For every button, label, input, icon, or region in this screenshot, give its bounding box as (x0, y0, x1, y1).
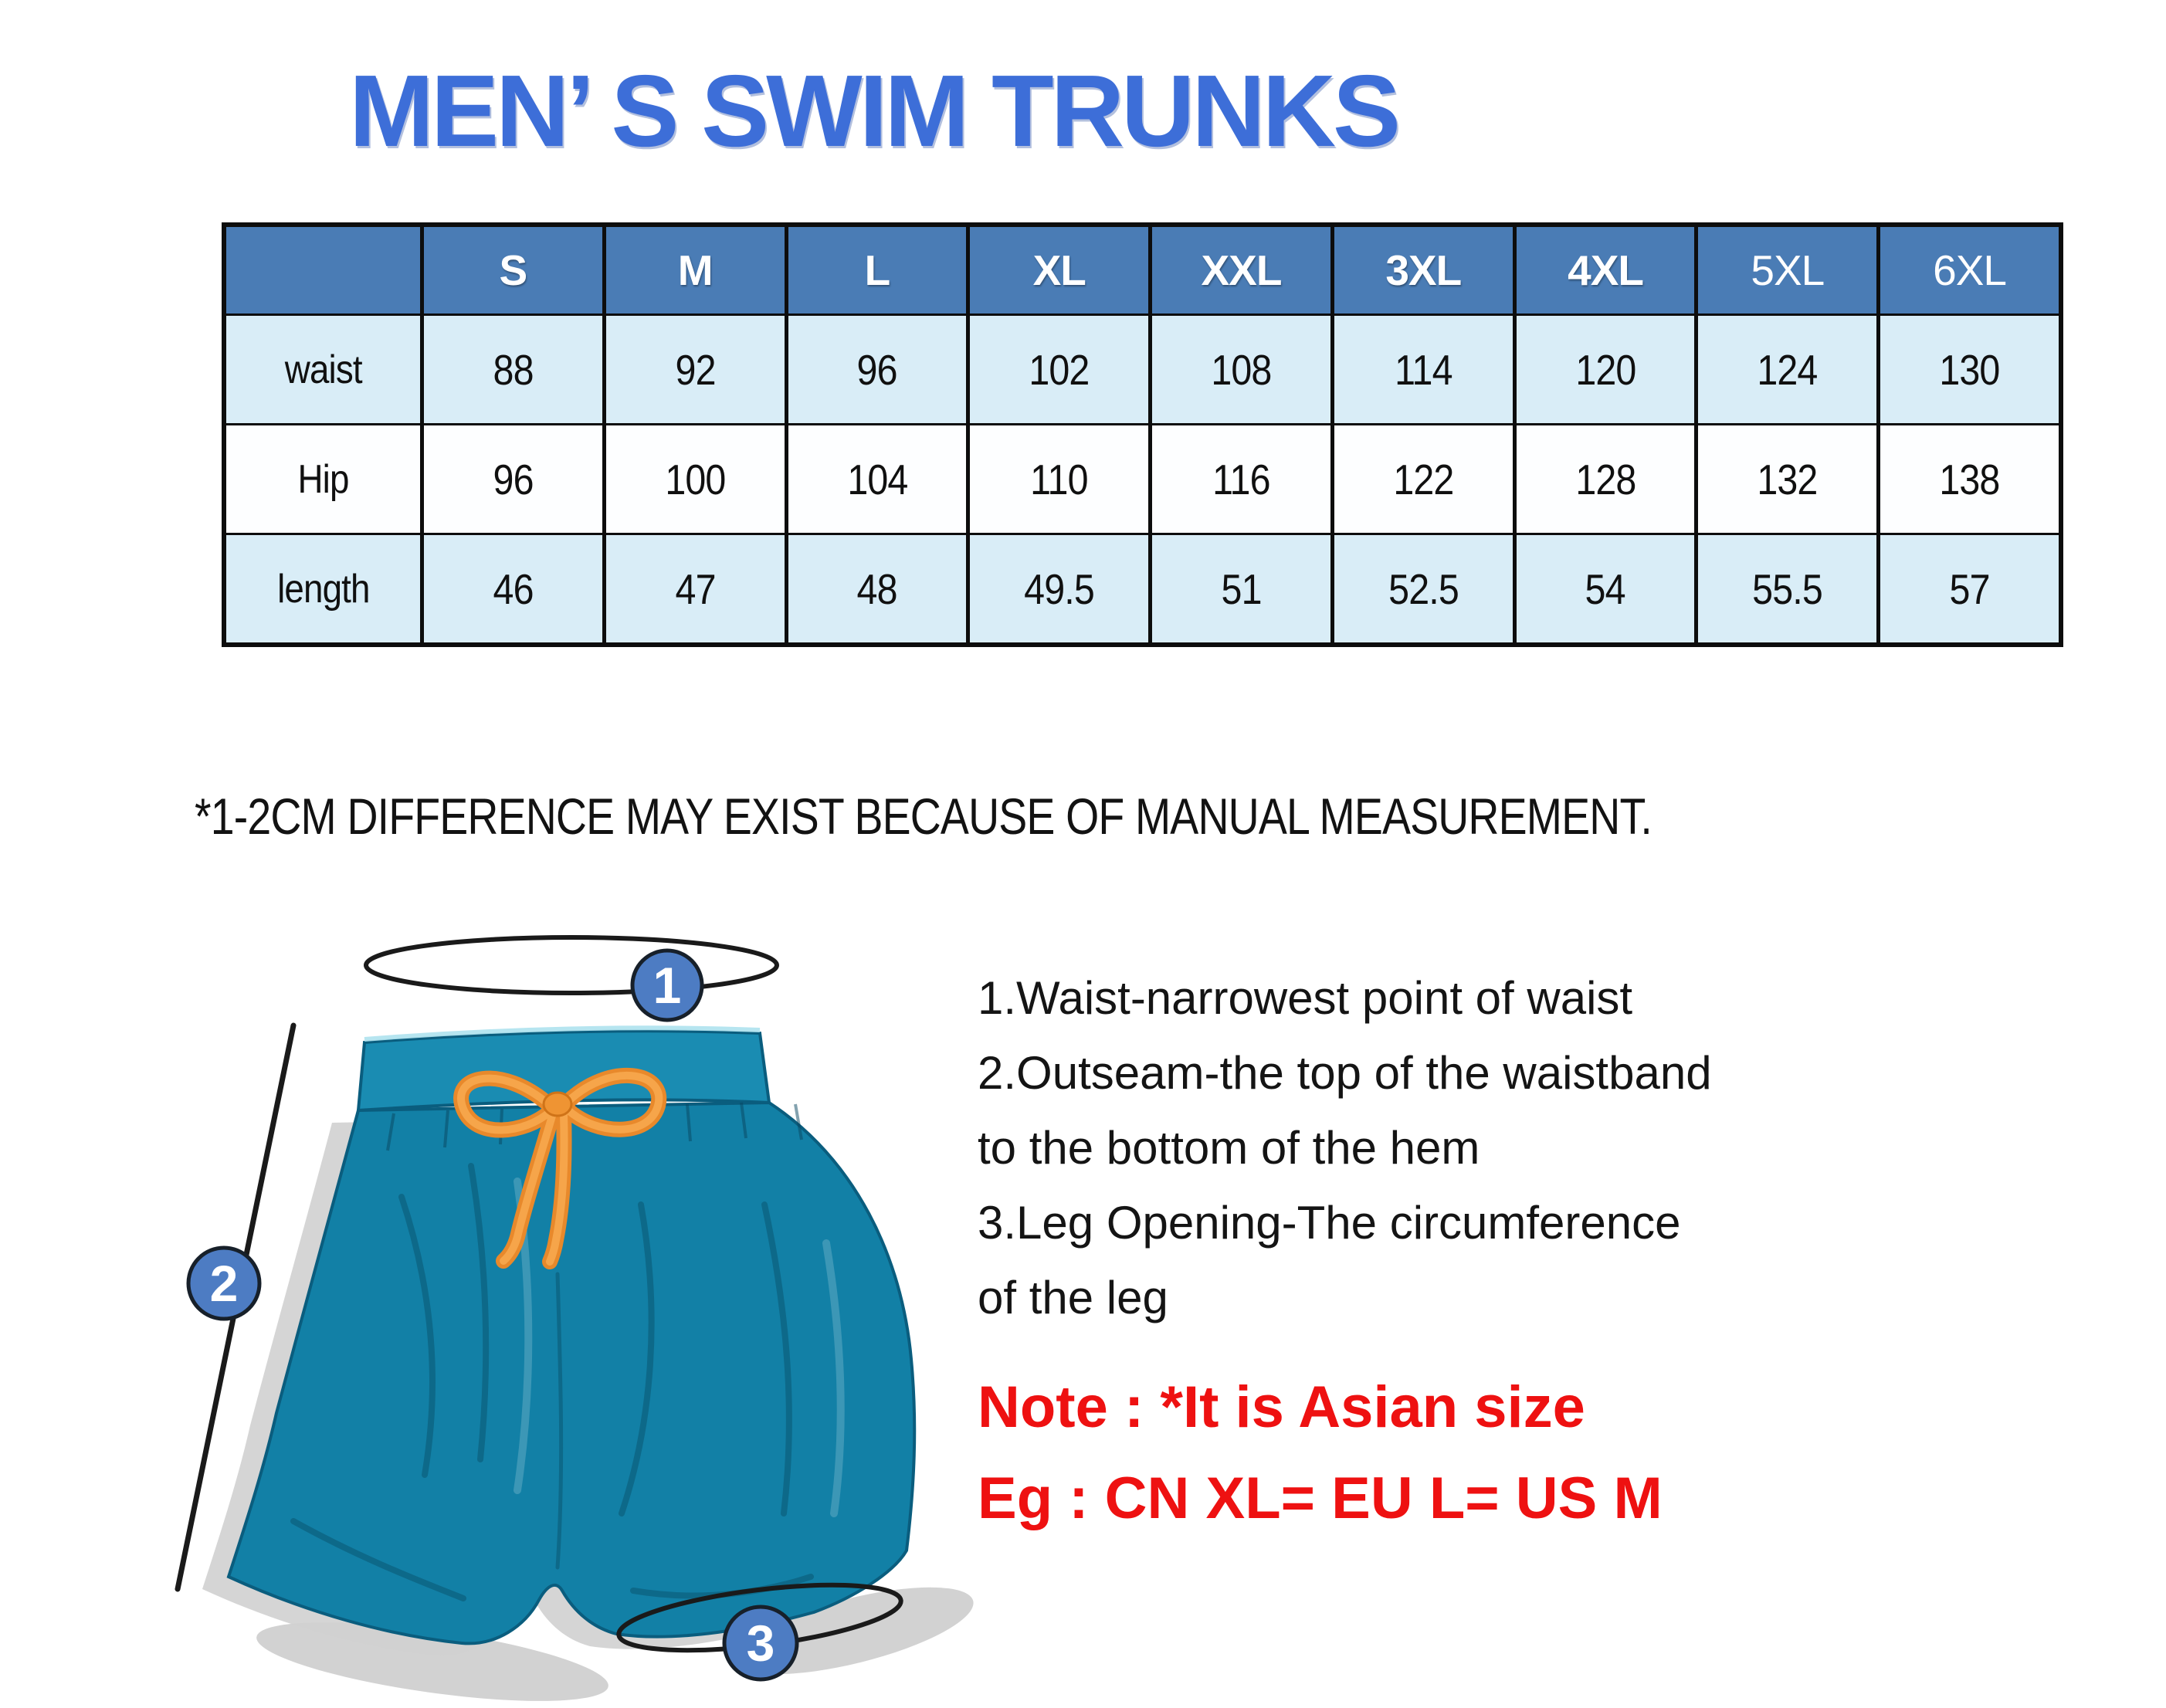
table-cell-waist-4xl: 120 (1516, 316, 1695, 423)
table-cell-length-5xl: 55.5 (1698, 535, 1877, 642)
table-cell-waist-xxl: 108 (1152, 316, 1330, 423)
table-cell-hip-4xl: 128 (1516, 425, 1695, 533)
table-cell-waist-6xl: 130 (1880, 316, 2059, 423)
size-col-header-blank (226, 227, 420, 313)
svg-text:3: 3 (747, 1615, 775, 1672)
size-col-header-xxl: XXL (1152, 227, 1330, 313)
size-col-header-3xl: 3XL (1334, 227, 1513, 313)
table-cell-waist-l: 96 (788, 316, 967, 423)
asian-size-note: Note : *It is Asian size Eg : CN XL= EU … (978, 1362, 1663, 1544)
table-cell-length-3xl: 52.5 (1334, 535, 1513, 642)
size-col-header-s: S (424, 227, 602, 313)
svg-text:2: 2 (210, 1255, 239, 1312)
table-cell-hip-l: 104 (788, 425, 967, 533)
table-cell-waist-m: 92 (605, 316, 785, 423)
table-cell-length-l: 48 (788, 535, 967, 642)
size-col-header-4xl: 4XL (1516, 227, 1695, 313)
size-col-header-5xl: 5XL (1698, 227, 1877, 313)
measurement-disclaimer: *1-2CM DIFFERENCE MAY EXIST BECAUSE OF M… (195, 788, 1652, 845)
row-label-hip: Hip (226, 425, 420, 533)
size-col-header-l: L (788, 227, 967, 313)
row-label-length: length (226, 535, 420, 642)
size-col-header-m: M (605, 227, 785, 313)
guide-line-4: 3.Leg Opening-The circumference (978, 1197, 1681, 1249)
table-cell-hip-xxl: 116 (1152, 425, 1330, 533)
size-col-header-xl: XL (970, 227, 1149, 313)
waist-measure-ellipse (364, 935, 779, 995)
table-cell-hip-s: 96 (424, 425, 602, 533)
table-cell-hip-6xl: 138 (1880, 425, 2059, 533)
guide-line-2: 2.Outseam-the top of the waistband (978, 1047, 1712, 1099)
table-cell-length-s: 46 (424, 535, 602, 642)
table-cell-length-4xl: 54 (1516, 535, 1695, 642)
table-cell-hip-xl: 110 (970, 425, 1149, 533)
guide-line-5: of the leg (978, 1272, 1168, 1323)
size-col-header-6xl: 6XL (1880, 227, 2059, 313)
badge-2: 2 (186, 1245, 262, 1321)
svg-text:1: 1 (653, 957, 682, 1014)
table-cell-hip-3xl: 122 (1334, 425, 1513, 533)
row-label-waist: waist (226, 316, 420, 423)
guide-line-3: to the bottom of the hem (978, 1122, 1480, 1174)
table-cell-hip-5xl: 132 (1698, 425, 1877, 533)
table-cell-waist-5xl: 124 (1698, 316, 1877, 423)
size-table: S M L XL XXL 3XL 4XL 5XL 6XL waist 88 92… (222, 222, 2063, 647)
trunks-measurement-diagram: 1 2 3 (175, 935, 974, 1701)
table-cell-waist-s: 88 (424, 316, 602, 423)
table-cell-waist-xl: 102 (970, 316, 1149, 423)
badge-1: 1 (630, 948, 704, 1022)
drawstring-bow (453, 1067, 667, 1269)
table-cell-length-xl: 49.5 (970, 535, 1149, 642)
swim-trunks-illustration (226, 1025, 917, 1645)
table-cell-waist-3xl: 114 (1334, 316, 1513, 423)
note-line-1: Note : *It is Asian size (978, 1374, 1585, 1440)
table-cell-length-xxl: 51 (1152, 535, 1330, 642)
table-cell-length-m: 47 (605, 535, 785, 642)
badge-3: 3 (722, 1605, 799, 1682)
table-cell-length-6xl: 57 (1880, 535, 2059, 642)
table-cell-hip-m: 100 (605, 425, 785, 533)
page-title: MEN’ S SWIM TRUNKS (349, 54, 1401, 168)
note-line-2: Eg : CN XL= EU L= US M (978, 1466, 1663, 1531)
guide-line-1: 1.Waist-narrowest point of waist (978, 972, 1633, 1024)
measurement-guide: 1.Waist-narrowest point of waist 2.Outse… (978, 961, 1712, 1335)
